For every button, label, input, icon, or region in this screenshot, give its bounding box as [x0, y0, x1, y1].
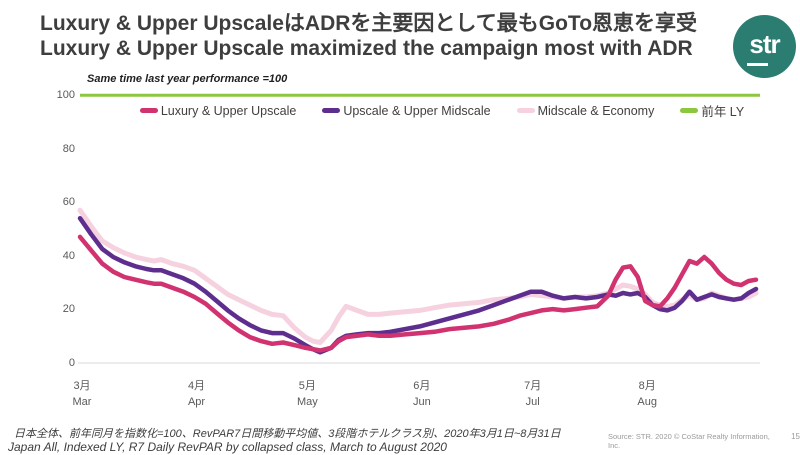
x-tick-label-jul: 7月 Jul	[511, 377, 555, 408]
legend-item: 前年 LY	[680, 101, 744, 120]
y-tick-label-60: 60	[62, 196, 75, 209]
chart-reference-note: Same time last year performance =100	[87, 73, 288, 85]
month-label-en: Mar	[72, 396, 92, 408]
month-label-ja: 8月	[638, 380, 656, 392]
legend-item: Upscale & Upper Midscale	[322, 103, 491, 118]
legend-label: Luxury & Upper Upscale	[160, 103, 297, 118]
x-tick-label-may: 5月 May	[285, 377, 329, 408]
month-label-en: Jul	[525, 396, 540, 408]
legend-label: 前年 LY	[701, 105, 745, 119]
y-tick-label-80: 80	[62, 142, 75, 155]
month-label-ja: 6月	[413, 380, 431, 392]
footnote-japanese: 日本全体、前年同月を指数化=100、RevPAR7日間移動平均値、3段階ホテルク…	[14, 428, 561, 440]
y-tick-label-20: 20	[62, 303, 75, 316]
month-label-ja: 3月	[73, 380, 91, 392]
legend-marker-icon	[680, 108, 699, 113]
legend-label: Upscale & Upper Midscale	[343, 103, 491, 118]
x-tick-label-jun: 6月 Jun	[400, 377, 444, 408]
legend-marker-icon	[139, 108, 158, 113]
x-tick-label-aug: 8月 Aug	[625, 377, 669, 408]
source-row: Source: STR. 2020 © CoStar Realty Inform…	[608, 432, 800, 450]
y-tick-label-40: 40	[62, 249, 75, 262]
y-tick-label-0: 0	[68, 356, 75, 369]
y-tick-label-100: 100	[56, 89, 75, 102]
month-label-en: Apr	[187, 396, 206, 408]
month-label-ja: 7月	[524, 380, 542, 392]
x-tick-label-mar: 3月 Mar	[60, 377, 104, 408]
str-logo-underline	[747, 63, 768, 66]
str-logo: str	[733, 15, 796, 78]
page-number: 15	[791, 432, 800, 441]
series-line-upscale-upper-midscale	[77, 215, 759, 355]
series-line-luxury-upper-upscale	[77, 234, 759, 353]
month-label-en: May	[296, 396, 318, 408]
slide-title-japanese: Luxury & Upper UpscaleはADRを主要因として最もGoTo恩…	[40, 12, 698, 35]
month-label-en: Aug	[637, 396, 657, 408]
title-block: Luxury & Upper UpscaleはADRを主要因として最もGoTo恩…	[40, 11, 740, 61]
legend-label: Midscale & Economy	[537, 103, 655, 118]
series-line-midscale-economy	[77, 207, 759, 345]
month-label-ja: 5月	[298, 380, 316, 392]
month-label-en: Jun	[412, 396, 431, 408]
month-label-ja: 4月	[187, 380, 206, 392]
chart-legend: Luxury & Upper Upscale Upscale & Upper Mi…	[88, 101, 796, 120]
legend-item: Midscale & Economy	[516, 103, 655, 118]
footnote-english: Japan All, Indexed LY, R7 Daily RevPAR b…	[8, 440, 447, 454]
legend-marker-icon	[322, 108, 341, 113]
x-tick-label-apr: 4月 Apr	[175, 377, 219, 408]
str-logo-text: str	[749, 29, 780, 59]
source-attribution: Source: STR. 2020 © CoStar Realty Inform…	[608, 432, 770, 450]
legend-marker-icon	[516, 108, 535, 113]
legend-item: Luxury & Upper Upscale	[139, 103, 297, 118]
slide-title-english: Luxury & Upper Upscale maximized the cam…	[40, 37, 693, 60]
